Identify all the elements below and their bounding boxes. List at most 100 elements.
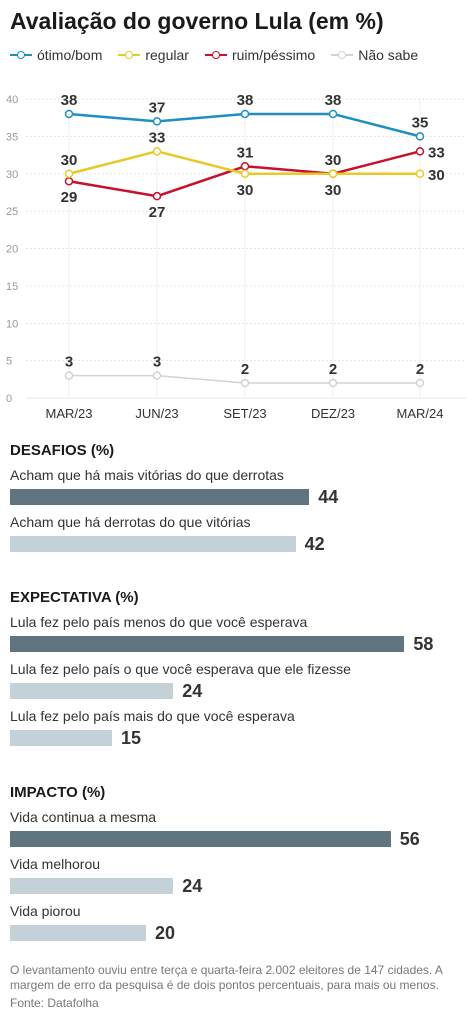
bar-label: Lula fez pelo país o que você esperava q… [10, 661, 351, 677]
y-tick-label: 10 [6, 318, 18, 330]
bar [10, 925, 146, 941]
data-point [328, 109, 338, 119]
legend-label-otimo-bom: ótimo/bom [37, 47, 103, 63]
data-label: 30 [61, 152, 78, 169]
data-label: 37 [149, 99, 166, 116]
data-label: 31 [237, 144, 254, 161]
legend-item-ruim-pessimo: ruim/péssimo [204, 47, 316, 63]
chart-title: Avaliação do governo Lula (em %) [10, 8, 384, 34]
data-point [240, 378, 250, 388]
data-point [152, 147, 162, 156]
bar-value: 42 [304, 533, 325, 554]
data-label: 38 [325, 92, 342, 109]
section-title-impacto: IMPACTO (%) [10, 784, 106, 801]
data-label: 38 [237, 92, 254, 109]
bar-row: 56 [10, 828, 466, 849]
data-label: 38 [61, 92, 78, 109]
data-label: 2 [241, 361, 249, 378]
bar [10, 536, 296, 552]
data-point [415, 132, 425, 141]
y-tick-label: 20 [6, 244, 18, 256]
x-tick-label: JUN/23 [135, 406, 178, 420]
bar-row: 24 [10, 875, 466, 896]
bar-row: 42 [10, 533, 466, 554]
bar-label: Vida continua a mesma [10, 809, 157, 825]
bar-label: Lula fez pelo país mais do que você espe… [10, 708, 295, 724]
bar-value: 20 [155, 922, 176, 943]
bar-value: 24 [182, 875, 203, 896]
section-desafios: DESAFIOS (%) Acham que há mais vitórias … [10, 442, 466, 554]
bar-row: 20 [10, 922, 466, 943]
bar [10, 489, 310, 505]
bar-row: 44 [10, 486, 466, 507]
section-impacto: IMPACTO (%) Vida continua a mesma 56 Vid… [10, 784, 466, 943]
data-label: 27 [149, 204, 166, 221]
legend-swatch-nao-sabe [331, 49, 354, 61]
y-tick-label: 15 [6, 281, 18, 293]
legend-swatch-otimo-bom [10, 49, 32, 61]
y-tick-label: 40 [6, 94, 18, 106]
bar [10, 878, 174, 894]
bar [10, 636, 405, 652]
legend-item-regular: regular [118, 47, 189, 63]
data-point [152, 191, 162, 201]
data-label: 2 [416, 361, 424, 378]
section-title-desafios: DESAFIOS (%) [10, 442, 115, 459]
data-point [415, 169, 425, 178]
data-point [240, 109, 250, 119]
bar-value: 56 [399, 828, 420, 849]
section-expectativa: EXPECTATIVA (%) Lula fez pelo país menos… [10, 589, 466, 748]
legend-swatch-regular [118, 49, 141, 61]
footnote: O levantamento ouviu entre terça e quart… [10, 963, 443, 992]
data-label: 29 [61, 189, 78, 206]
legend-label-nao-sabe: Não sabe [358, 47, 419, 63]
x-tick-label: MAR/23 [46, 406, 93, 420]
bar-value: 24 [182, 680, 203, 701]
bar [10, 831, 391, 847]
data-point [328, 378, 338, 388]
x-tick-label: SET/23 [223, 406, 266, 420]
data-label: 3 [65, 354, 73, 371]
legend-item-otimo-bom: ótimo/bom [10, 47, 102, 63]
y-tick-label: 25 [6, 206, 18, 218]
y-tick-label: 0 [6, 393, 12, 405]
bar-label: Acham que há derrotas do que vitórias [10, 514, 251, 530]
data-label: 30 [237, 182, 254, 199]
data-point [240, 169, 250, 178]
data-label: 30 [325, 152, 342, 169]
legend-swatch-ruim-pessimo [204, 49, 227, 61]
data-point [64, 109, 74, 119]
data-label: 2 [329, 361, 337, 378]
bar [10, 683, 174, 699]
data-point [64, 371, 74, 380]
data-label: 35 [412, 114, 429, 131]
data-point [415, 147, 425, 156]
bar-row: 15 [10, 727, 466, 748]
y-tick-label: 30 [6, 169, 18, 181]
y-tick-label: 35 [6, 131, 18, 143]
chart-legend: ótimo/bom regular ruim/péssimo Não sabe [10, 47, 434, 63]
legend-label-regular: regular [145, 47, 189, 63]
data-point [240, 162, 250, 171]
legend-item-nao-sabe: Não sabe [331, 47, 418, 63]
line-chart: 0 5 10 15 20 25 30 35 40 MAR/23 JUN/23 SET/23 DEZ/23… [6, 92, 466, 420]
bar-value: 15 [121, 727, 142, 748]
data-label: 30 [428, 167, 445, 184]
bar-label: Acham que há mais vitórias do que derrot… [10, 467, 284, 483]
section-title-expectativa: EXPECTATIVA (%) [10, 589, 139, 606]
legend-label-ruim-pessimo: ruim/péssimo [231, 47, 316, 63]
data-point [328, 169, 338, 178]
bar [10, 730, 112, 746]
bar-value: 44 [318, 486, 339, 507]
data-point [152, 371, 162, 380]
bar-label: Lula fez pelo país menos do que você esp… [10, 614, 308, 630]
x-tick-label: DEZ/23 [311, 406, 355, 420]
bar-row: 24 [10, 680, 466, 701]
x-tick-label: MAR/24 [397, 406, 444, 420]
bar-row: 58 [10, 634, 466, 654]
data-point [152, 117, 162, 126]
data-point [64, 176, 74, 186]
data-label: 3 [153, 354, 161, 371]
source-credit: Fonte: Datafolha [10, 996, 99, 1010]
y-tick-label: 5 [6, 356, 12, 368]
